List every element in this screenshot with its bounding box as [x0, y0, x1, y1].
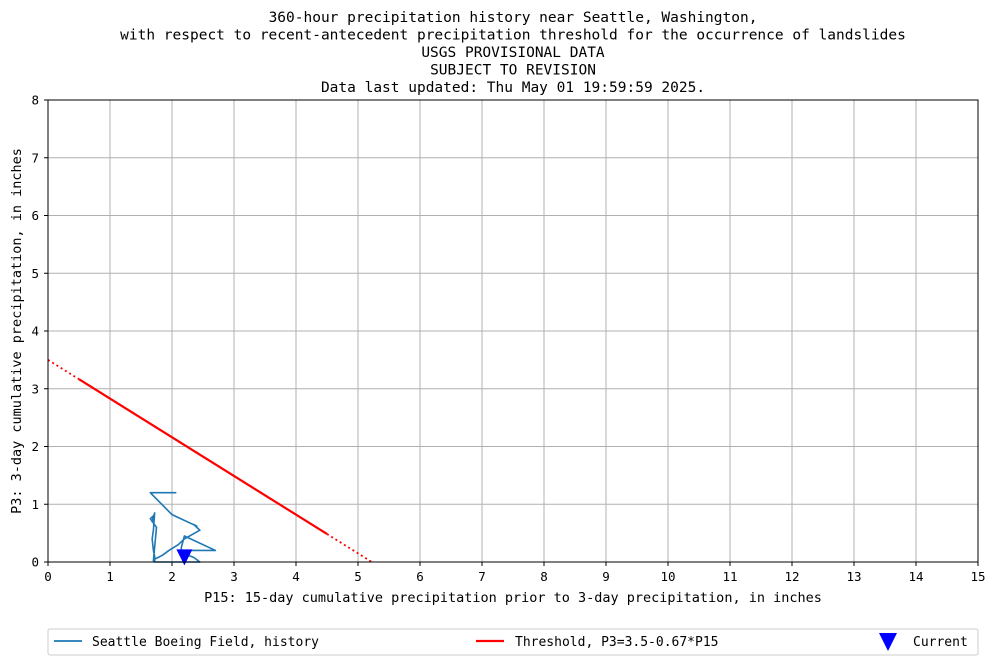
title-line-4: SUBJECT TO REVISION: [430, 63, 596, 79]
title-line-1: 360-hour precipitation history near Seat…: [269, 10, 758, 26]
y-tick-label: 4: [31, 324, 39, 339]
y-tick-label: 0: [31, 555, 39, 570]
y-tick-label: 5: [31, 266, 39, 281]
x-tick-label: 15: [970, 569, 985, 584]
title-line-5: Data last updated: Thu May 01 19:59:59 2…: [321, 80, 705, 96]
x-tick-label: 13: [846, 569, 861, 584]
chart-title: 360-hour precipitation history near Seat…: [120, 10, 906, 96]
x-tick-label: 7: [478, 569, 486, 584]
title-line-3: USGS PROVISIONAL DATA: [421, 45, 605, 61]
legend: Seattle Boeing Field, history Threshold,…: [47, 628, 979, 656]
threshold-extension: [47, 359, 80, 380]
plot-frame: [47, 99, 979, 563]
y-tick-label: 2: [31, 439, 39, 454]
x-tick-label: 14: [908, 569, 923, 584]
y-axis-ticks: 0 1 2 3 4 5 6 7 8: [31, 93, 48, 570]
legend-history-label: Seattle Boeing Field, history: [92, 635, 319, 650]
current-marker: [176, 549, 193, 566]
x-tick-label: 11: [722, 569, 737, 584]
legend-box: [47, 628, 979, 656]
y-tick-label: 6: [31, 208, 39, 223]
x-axis-label: P15: 15-day cumulative precipitation pri…: [204, 590, 822, 606]
y-axis-label: P3: 3-day cumulative precipitation, in i…: [9, 148, 25, 514]
y-tick-label: 8: [31, 93, 39, 108]
y-tick-label: 7: [31, 150, 39, 165]
plot-series: [47, 359, 373, 566]
threshold-extension: [326, 533, 373, 563]
grid: [47, 99, 979, 563]
threshold-line: [78, 378, 328, 535]
y-tick-label: 1: [31, 497, 39, 512]
legend-current-marker: [879, 633, 897, 651]
x-tick-label: 8: [540, 569, 548, 584]
x-tick-label: 10: [660, 569, 675, 584]
legend-current-label: Current: [913, 635, 968, 650]
x-tick-label: 9: [602, 569, 610, 584]
y-tick-label: 3: [31, 381, 39, 396]
x-axis-ticks: 0 1 2 3 4 5 6 7 8 9 10 11 12 13 14 15: [44, 562, 986, 584]
x-tick-label: 0: [44, 569, 52, 584]
x-tick-label: 4: [292, 569, 300, 584]
x-tick-label: 2: [168, 569, 176, 584]
legend-threshold-label: Threshold, P3=3.5-0.67*P15: [515, 635, 719, 650]
x-tick-label: 12: [784, 569, 799, 584]
title-line-2: with respect to recent-antecedent precip…: [120, 28, 906, 44]
x-tick-label: 3: [230, 569, 238, 584]
x-tick-label: 6: [416, 569, 424, 584]
x-tick-label: 1: [106, 569, 114, 584]
x-tick-label: 5: [354, 569, 362, 584]
